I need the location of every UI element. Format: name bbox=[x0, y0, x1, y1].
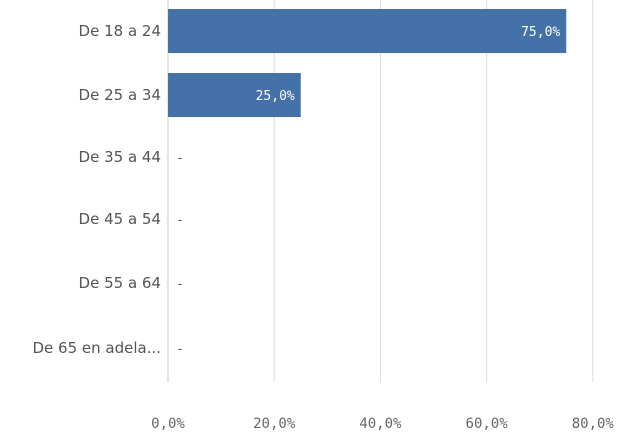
category-label: De 35 a 44 bbox=[79, 148, 161, 166]
category-label: De 18 a 24 bbox=[79, 22, 161, 40]
x-tick-label: 20,0% bbox=[253, 416, 296, 432]
category-label: De 25 a 34 bbox=[79, 86, 161, 104]
data-label: - bbox=[176, 277, 184, 292]
category-label: De 65 en adela... bbox=[32, 339, 161, 357]
data-label: - bbox=[176, 151, 184, 166]
x-tick-label: 60,0% bbox=[466, 416, 509, 432]
data-label: 25,0% bbox=[256, 89, 295, 104]
category-label: De 55 a 64 bbox=[79, 274, 161, 292]
bars bbox=[168, 9, 567, 117]
data-label: 75,0% bbox=[521, 25, 560, 40]
category-label: De 45 a 54 bbox=[79, 210, 161, 228]
x-axis-tick-labels: 0,0% 20,0% 40,0% 60,0% 80,0% bbox=[151, 416, 614, 432]
data-label: - bbox=[176, 213, 184, 228]
category-labels: De 18 a 24 De 25 a 34 De 35 a 44 De 45 a 54… bbox=[32, 22, 161, 357]
x-tick-label: 80,0% bbox=[572, 416, 615, 432]
bar bbox=[168, 9, 567, 53]
data-labels: 75,0% 25,0% - - - - bbox=[176, 25, 560, 357]
data-label: - bbox=[176, 342, 184, 357]
gridlines bbox=[167, 0, 594, 382]
x-tick-label: 0,0% bbox=[151, 416, 185, 432]
bar bbox=[168, 73, 301, 117]
x-tick-label: 40,0% bbox=[359, 416, 402, 432]
